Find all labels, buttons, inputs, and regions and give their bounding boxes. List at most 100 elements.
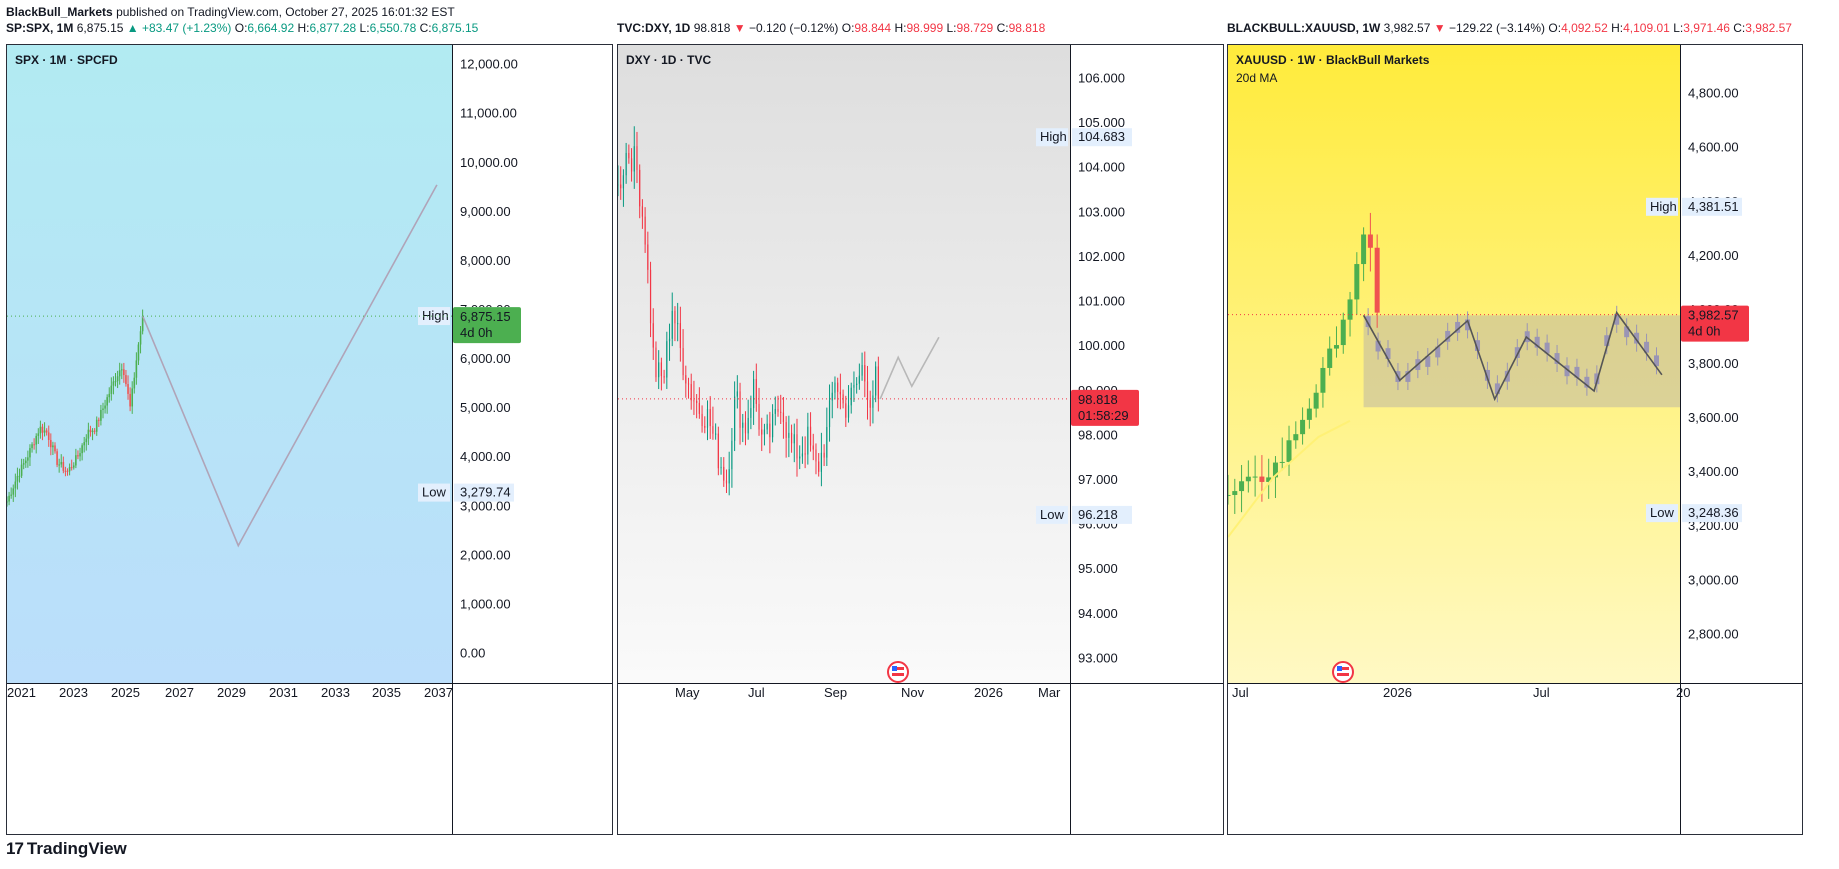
candle-body	[861, 365, 863, 376]
candle-body	[43, 430, 46, 433]
candle-body	[618, 184, 619, 186]
time-tick-label: 2033	[321, 685, 350, 700]
time-tick-label: Mar	[1038, 685, 1061, 700]
price-tick-label: 104.000	[1078, 160, 1125, 175]
candle-body	[114, 381, 117, 383]
gold-last: 3,982.57	[1383, 21, 1431, 35]
candle-body	[1306, 408, 1312, 420]
last-price-value: 3,982.57	[1688, 308, 1739, 323]
spx-chart-panel[interactable]: 12,000.00 11,000.00 10,000.00 9,000.00 8,000…	[6, 44, 613, 835]
gold-open: 4,092.52	[1561, 21, 1608, 35]
us-flag-event-icon[interactable]	[887, 661, 909, 683]
high-label-box	[418, 307, 450, 326]
candle-body	[1361, 234, 1367, 265]
ghost-candle-body	[1604, 335, 1610, 347]
candle-body	[39, 426, 42, 434]
time-tick-label: 2021	[7, 685, 36, 700]
candle-body	[677, 323, 679, 325]
candle-body	[118, 370, 121, 377]
candle-body	[1239, 481, 1245, 492]
candle-body	[744, 422, 747, 434]
ghost-candle-body	[1445, 330, 1451, 342]
candle-body	[831, 392, 833, 401]
candle-body	[796, 434, 798, 459]
last-price-tag	[453, 307, 521, 344]
candle-body	[1266, 477, 1272, 482]
candle-body	[72, 465, 75, 468]
candle-body	[1347, 299, 1353, 320]
ghost-candle-body	[1644, 341, 1650, 353]
candle-body	[641, 206, 644, 217]
candle-body	[723, 466, 725, 481]
price-tick-label: 93.000	[1078, 650, 1118, 665]
candle-body	[85, 438, 88, 443]
candle-body	[127, 384, 129, 394]
ghost-candle-body	[1494, 383, 1500, 395]
dxy-chart[interactable]: 106.000 105.000 104.000 103.000 102.000 101.0…	[618, 45, 1223, 834]
gold-chart-panel[interactable]: 4,800.004,600.004,400.004,200.004,000.00…	[1227, 44, 1803, 835]
gold-high: 4,109.01	[1623, 21, 1670, 35]
low-value-box	[454, 483, 514, 502]
ghost-candle-body	[1435, 346, 1441, 358]
price-tick-label: 10,000.00	[460, 155, 518, 170]
candle-body	[858, 375, 860, 384]
tradingview-logo[interactable]: 17 TradingView	[6, 839, 127, 859]
spx-close: 6,875.15	[431, 21, 479, 35]
projection-path	[1362, 310, 1663, 402]
gold-low: 3,971.46	[1683, 21, 1730, 35]
flag-canton	[1337, 666, 1342, 671]
candle-body	[1286, 440, 1292, 462]
ghost-candle-body	[1564, 365, 1570, 377]
gold-chart[interactable]: 4,800.004,600.004,400.004,200.004,000.00…	[1228, 45, 1802, 834]
candle-body	[658, 362, 660, 378]
down-arrow-icon: ▼	[733, 21, 746, 35]
high-value-box	[1682, 197, 1742, 216]
candle-body	[1228, 494, 1231, 496]
candle-body	[753, 379, 755, 409]
price-tick-label: 12,000.00	[460, 57, 518, 72]
time-tick-label: 2029	[217, 685, 246, 700]
ghost-candle-body	[1634, 332, 1640, 344]
publish-author[interactable]: BlackBull_Markets	[6, 5, 113, 19]
low-value: 3,248.36	[1688, 505, 1739, 520]
candle-body	[750, 408, 752, 418]
candle-body	[60, 462, 63, 465]
time-tick-label: Jul	[1232, 685, 1249, 700]
low-value: 3,279.74	[460, 485, 511, 500]
spx-symbol[interactable]: SP:SPX, 1M	[6, 21, 74, 35]
dxy-chart-panel[interactable]: 106.000 105.000 104.000 103.000 102.000 101.0…	[617, 44, 1224, 835]
ghost-candle-body	[1574, 366, 1580, 378]
price-tick-label: 3,000.00	[460, 498, 511, 513]
gold-change: −129.22 (−3.14%)	[1448, 21, 1546, 35]
flag-stripe	[1337, 673, 1349, 676]
price-tick-label: 8,000.00	[460, 253, 511, 268]
candle-body	[736, 391, 738, 397]
low-value: 96.218	[1078, 507, 1118, 522]
candle-body	[875, 366, 877, 396]
candle-body	[116, 376, 119, 382]
candle-body	[847, 405, 850, 418]
candle-body	[785, 422, 787, 438]
candle-body	[54, 445, 56, 452]
publish-bar: BlackBull_Markets published on TradingVi…	[6, 5, 455, 19]
candle-body	[639, 169, 641, 207]
gold-symbol[interactable]: BLACKBULL:XAUUSD, 1W	[1227, 21, 1381, 35]
high-value: 104.683	[1078, 129, 1125, 144]
dxy-chart-title: DXY · 1D · TVC	[626, 53, 712, 67]
dxy-symbol[interactable]: TVC:DXY, 1D	[617, 21, 691, 35]
candle-body	[7, 501, 8, 503]
price-tick-label: 101.000	[1078, 294, 1125, 309]
candle-body	[33, 444, 35, 446]
candle-body	[687, 383, 690, 385]
price-axis-background	[1070, 45, 1223, 683]
candle-body	[112, 381, 115, 386]
candle-body	[131, 388, 134, 407]
gold-ma-legend[interactable]: 20d MA	[1236, 71, 1278, 85]
us-flag-event-icon[interactable]	[1332, 661, 1354, 683]
candle-body	[869, 400, 871, 408]
spx-chart[interactable]: 12,000.00 11,000.00 10,000.00 9,000.00 8,000…	[7, 45, 612, 834]
high-label: High	[1040, 129, 1067, 144]
candle-body	[89, 429, 92, 433]
low-label: Low	[1040, 507, 1064, 522]
ghost-candle-body	[1405, 371, 1411, 382]
